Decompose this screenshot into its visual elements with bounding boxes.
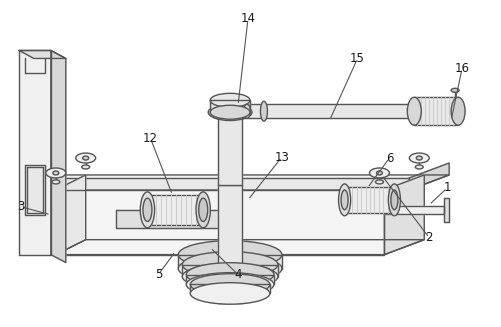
Polygon shape	[384, 175, 423, 255]
Polygon shape	[344, 187, 394, 213]
Ellipse shape	[406, 97, 420, 125]
Text: 14: 14	[240, 12, 255, 25]
Polygon shape	[210, 100, 249, 112]
Polygon shape	[56, 240, 423, 255]
Text: 2: 2	[425, 231, 432, 244]
Ellipse shape	[390, 190, 397, 210]
Ellipse shape	[182, 252, 278, 278]
Polygon shape	[147, 195, 203, 225]
Text: 15: 15	[349, 52, 364, 65]
Ellipse shape	[52, 180, 60, 184]
Ellipse shape	[143, 198, 152, 221]
Text: 1: 1	[442, 181, 450, 194]
Polygon shape	[186, 275, 274, 284]
Ellipse shape	[408, 153, 428, 163]
Polygon shape	[31, 178, 408, 190]
Ellipse shape	[178, 241, 281, 268]
Ellipse shape	[340, 190, 347, 210]
Text: 5: 5	[154, 268, 162, 281]
Text: 12: 12	[143, 131, 158, 145]
Polygon shape	[56, 190, 384, 255]
Ellipse shape	[388, 184, 400, 216]
Ellipse shape	[140, 192, 154, 228]
Ellipse shape	[190, 283, 270, 304]
Ellipse shape	[82, 165, 90, 169]
Text: 3: 3	[17, 200, 25, 213]
Polygon shape	[182, 265, 278, 277]
Ellipse shape	[415, 156, 421, 160]
Ellipse shape	[414, 165, 422, 169]
Polygon shape	[384, 206, 443, 214]
Ellipse shape	[376, 171, 382, 175]
Ellipse shape	[196, 192, 210, 228]
Polygon shape	[408, 163, 448, 190]
Polygon shape	[56, 175, 86, 255]
Ellipse shape	[338, 184, 350, 216]
Text: 16: 16	[454, 62, 468, 75]
Polygon shape	[115, 210, 220, 228]
Polygon shape	[241, 104, 413, 118]
Text: 4: 4	[234, 268, 241, 281]
Ellipse shape	[186, 263, 274, 286]
Text: 6: 6	[385, 151, 392, 164]
Polygon shape	[413, 97, 457, 125]
Polygon shape	[25, 165, 45, 215]
Polygon shape	[218, 100, 241, 185]
Ellipse shape	[210, 105, 249, 119]
Polygon shape	[31, 175, 448, 190]
Ellipse shape	[375, 180, 383, 184]
Ellipse shape	[210, 93, 249, 107]
Polygon shape	[190, 284, 270, 293]
Ellipse shape	[450, 97, 464, 125]
Polygon shape	[178, 255, 281, 268]
Ellipse shape	[208, 104, 252, 121]
Ellipse shape	[186, 273, 274, 296]
Ellipse shape	[369, 168, 389, 178]
Ellipse shape	[76, 153, 96, 163]
Polygon shape	[19, 50, 51, 255]
Ellipse shape	[83, 156, 89, 160]
Polygon shape	[218, 185, 241, 303]
Polygon shape	[19, 50, 66, 59]
Ellipse shape	[190, 274, 270, 295]
Ellipse shape	[182, 264, 278, 289]
Ellipse shape	[450, 88, 458, 92]
Ellipse shape	[260, 101, 267, 121]
Polygon shape	[443, 198, 448, 222]
Ellipse shape	[243, 104, 250, 118]
Polygon shape	[51, 50, 66, 263]
Ellipse shape	[178, 255, 281, 283]
Text: 13: 13	[274, 150, 289, 164]
Ellipse shape	[53, 171, 59, 175]
Ellipse shape	[46, 168, 66, 178]
Ellipse shape	[198, 198, 207, 221]
